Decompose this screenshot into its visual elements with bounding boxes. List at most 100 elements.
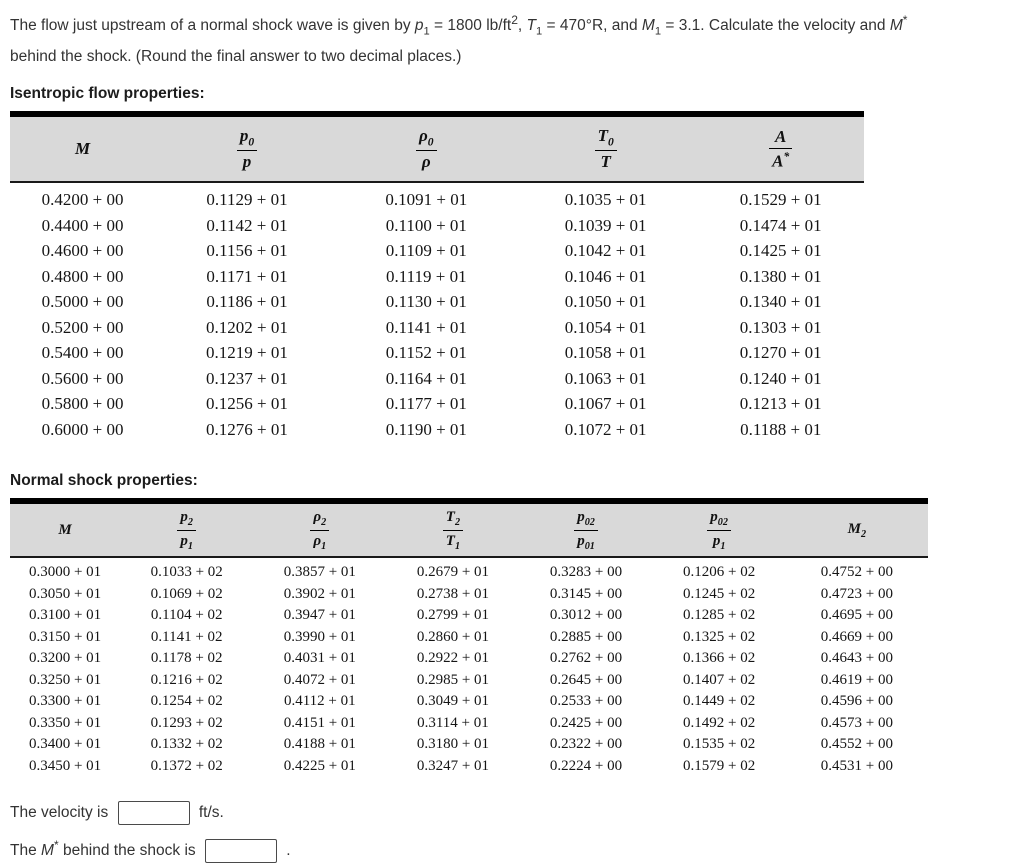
text-segment: 1 — [654, 25, 662, 38]
table-cell: 0.1285 + 02 — [683, 607, 756, 624]
symbol-base: T — [445, 532, 455, 549]
text-segment: * — [902, 13, 908, 27]
symbol-base: p — [180, 508, 188, 525]
table-cell: 0.3400 + 01 — [28, 736, 102, 753]
fraction-denominator: p1 — [707, 531, 731, 553]
table-row: 0.5200 + 00 0.1202 + 01 0.1141 + 01 0.1054 … — [10, 315, 864, 341]
fraction-denominator: p1 — [177, 531, 196, 553]
symbol-base: M — [75, 139, 91, 159]
table-cell: 0.4112 + 01 — [283, 693, 356, 710]
fraction-denominator: T1 — [443, 531, 463, 553]
fraction: p0 p — [236, 126, 258, 173]
fraction-denominator: p01 — [574, 531, 598, 553]
symbol-subscript: 1 — [187, 540, 193, 552]
table-cell: 0.6000 + 00 — [41, 419, 124, 439]
fraction: A A* — [769, 127, 793, 172]
table-cell: 0.3350 + 01 — [28, 714, 102, 731]
table-cell: 0.1177 + 01 — [385, 394, 467, 414]
text-segment: M — [889, 17, 903, 35]
table-cell: 0.4619 + 00 — [820, 671, 893, 688]
table-row: 0.3400 + 01 0.1332 + 02 0.4188 + 01 0.3180 … — [10, 734, 928, 756]
table-row: 0.4200 + 00 0.1129 + 01 0.1091 + 01 0.1035 … — [10, 182, 864, 213]
table-cell: 0.3100 + 01 — [28, 607, 102, 624]
table-cell: 0.3050 + 01 — [28, 585, 102, 602]
table-cell: 0.4200 + 00 — [41, 190, 124, 210]
table-cell: 0.1213 + 01 — [739, 394, 822, 414]
text-segment: behind the shock. (Round the final answe… — [10, 48, 462, 66]
velocity-input[interactable] — [117, 801, 190, 826]
table-cell: 0.1072 + 01 — [564, 419, 647, 439]
symbol-subscript: 0 — [607, 135, 614, 149]
table-cell: 0.1425 + 01 — [739, 241, 822, 261]
text-segment: M — [641, 17, 655, 35]
table-cell: 0.2645 + 00 — [549, 671, 623, 688]
column-header-mach2: M2 — [785, 498, 928, 559]
table-cell: 0.1141 + 02 — [150, 628, 223, 645]
table-cell: 0.4188 + 01 — [283, 736, 356, 753]
table-row: 0.3100 + 01 0.1104 + 02 0.3947 + 01 0.2799 … — [10, 605, 928, 627]
table-cell: 0.5200 + 00 — [41, 317, 124, 337]
symbol-base: A — [772, 151, 784, 171]
table-cell: 0.1042 + 01 — [564, 241, 647, 261]
text-segment: T — [526, 17, 536, 35]
table-cell: 0.1340 + 01 — [739, 292, 822, 312]
symbol-subscript: 02 — [584, 516, 595, 528]
text-segment: 1 — [423, 25, 430, 38]
table-cell: 0.2679 + 01 — [416, 564, 490, 581]
fraction-numerator: ρ2 — [310, 508, 330, 531]
table-cell: 0.2860 + 01 — [416, 628, 490, 645]
table-row: 0.3050 + 01 0.1069 + 02 0.3902 + 01 0.2738 … — [10, 584, 928, 606]
symbol-base: T — [600, 152, 611, 172]
velocity-answer-suffix: ft/s. — [198, 804, 224, 822]
symbol-subscript: 2 — [321, 516, 327, 528]
table-row: 0.4600 + 00 0.1156 + 01 0.1109 + 01 0.1042 … — [10, 238, 864, 264]
table-cell: 0.1219 + 01 — [206, 343, 288, 363]
table-cell: 0.1332 + 02 — [150, 736, 223, 753]
fraction-numerator: p2 — [177, 508, 196, 531]
fraction: T2 T1 — [442, 508, 464, 553]
symbol-base: ρ — [313, 532, 322, 549]
table-cell: 0.1474 + 01 — [739, 215, 822, 235]
column-header-rho2-over-rho1: ρ2 ρ1 — [253, 498, 387, 559]
symbol-base: p — [577, 508, 585, 525]
table-row: 0.3250 + 01 0.1216 + 02 0.4072 + 01 0.2985 … — [10, 670, 928, 692]
table-row: 0.5000 + 00 0.1186 + 01 0.1130 + 01 0.1050 … — [10, 289, 864, 315]
table-row: 0.3200 + 01 0.1178 + 02 0.4031 + 01 0.2922 … — [10, 648, 928, 670]
table-cell: 0.1190 + 01 — [385, 419, 467, 439]
text-segment: , — [517, 17, 527, 35]
symbol-base: ρ — [313, 508, 322, 525]
fraction-denominator: T — [595, 151, 617, 172]
isentropic-heading: Isentropic flow properties: — [10, 85, 205, 103]
table-cell: 0.1178 + 02 — [150, 650, 223, 667]
table-cell: 0.1254 + 02 — [150, 693, 223, 710]
fraction-numerator: p0 — [236, 126, 258, 152]
table-cell: 0.1579 + 02 — [683, 757, 756, 774]
table-cell: 0.1186 + 01 — [206, 292, 288, 312]
mstar-answer-prefix-the: The — [10, 842, 42, 860]
table-cell: 0.1091 + 01 — [385, 190, 468, 210]
table-cell: 0.4800 + 00 — [41, 266, 124, 286]
mstar-answer-suffix: . — [286, 842, 291, 860]
symbol-superscript: * — [783, 149, 790, 163]
table-cell: 0.3450 + 01 — [28, 757, 102, 774]
symbol-subscript: 02 — [717, 516, 728, 528]
symbol-base: p — [180, 532, 188, 549]
table-cell: 0.4151 + 01 — [283, 714, 356, 731]
table-row: 0.4400 + 00 0.1142 + 01 0.1100 + 01 0.1039 … — [10, 213, 864, 239]
table-cell: 0.1240 + 01 — [739, 368, 822, 388]
table-cell: 0.5400 + 00 — [41, 343, 124, 363]
table-cell: 0.3180 + 01 — [416, 736, 490, 753]
answer-section: The velocity is ft/s. The M* behind the … — [10, 801, 1014, 863]
table-cell: 0.4225 + 01 — [283, 757, 356, 774]
symbol-subscript: 2 — [187, 516, 193, 528]
table-cell: 0.3902 + 01 — [283, 585, 356, 602]
symbol-base: ρ — [419, 125, 428, 145]
table-cell: 0.1366 + 02 — [683, 650, 756, 667]
velocity-answer-line: The velocity is ft/s. — [10, 801, 1014, 826]
table-cell: 0.1270 + 01 — [739, 343, 822, 363]
column-header-p02-over-p01: p02 p01 — [519, 498, 653, 559]
